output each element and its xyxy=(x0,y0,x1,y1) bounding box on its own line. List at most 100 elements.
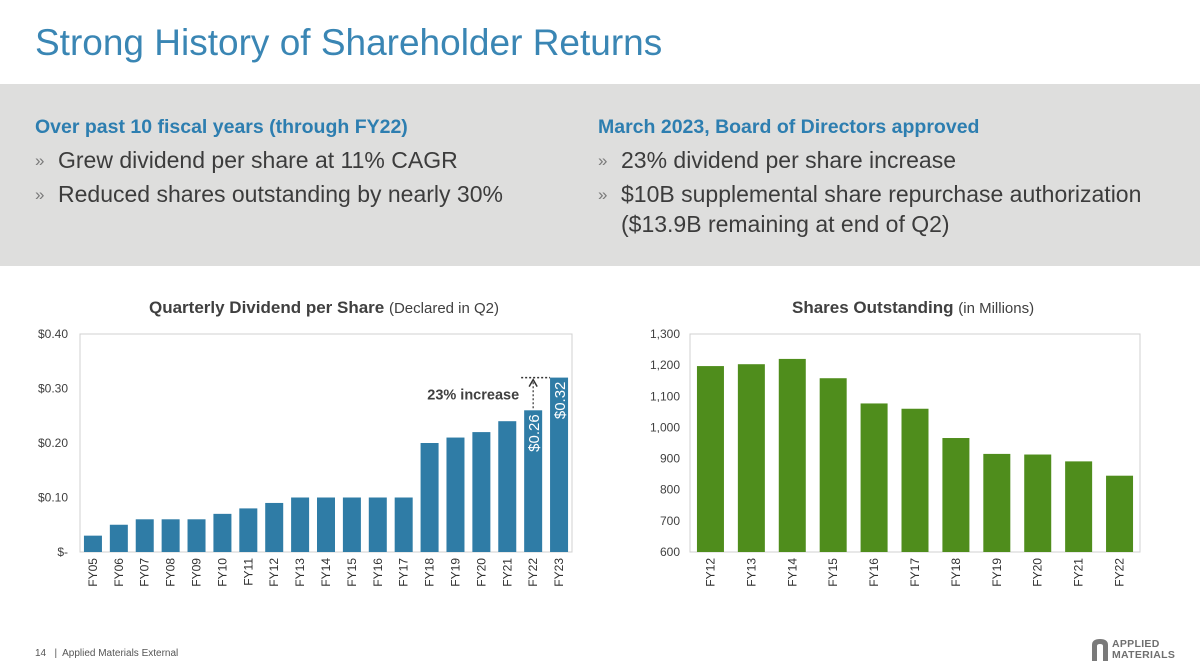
bar xyxy=(187,519,206,552)
bullet-item: » 23% dividend per share increase xyxy=(598,145,1188,176)
x-tick-label: FY10 xyxy=(215,558,229,587)
annotation-arrow-head xyxy=(528,378,538,387)
x-tick-label: FY19 xyxy=(448,558,462,587)
right-heading: March 2023, Board of Directors approved xyxy=(598,116,980,138)
bar xyxy=(498,421,517,552)
dividend-chart-title-main: Quarterly Dividend per Share xyxy=(149,298,385,317)
x-tick-label: FY07 xyxy=(138,558,152,587)
data-label: $0.32 xyxy=(552,382,569,420)
bar xyxy=(109,524,128,552)
footer: 14 | Applied Materials External xyxy=(35,648,178,659)
bar xyxy=(317,497,335,552)
x-tick-label: FY18 xyxy=(423,558,437,587)
left-heading: Over past 10 fiscal years (through FY22) xyxy=(35,116,408,138)
dividend-chart: $- $0.10 $0.20 $0.30 $0.40 FY05 FY06 FY07 FY08 FY… xyxy=(38,327,573,587)
x-tick-label: FY21 xyxy=(500,558,514,587)
x-tick-label: FY23 xyxy=(552,558,566,587)
bar xyxy=(1106,475,1134,552)
x-tick-label: FY21 xyxy=(1072,558,1086,587)
x-tick-label: FY13 xyxy=(744,558,758,587)
company-logo: APPLIED MATERIALS xyxy=(1090,637,1175,665)
bar xyxy=(901,408,929,552)
bullet-text: Grew dividend per share at 11% CAGR xyxy=(58,147,458,173)
x-tick-label: FY05 xyxy=(86,558,100,587)
x-tick-label: FY12 xyxy=(267,558,281,587)
logo-icon xyxy=(1092,639,1108,661)
shares-chart-title-main: Shares Outstanding xyxy=(792,298,954,317)
bar xyxy=(83,535,102,552)
bar xyxy=(860,403,888,552)
y-tick-label: 1,100 xyxy=(650,389,680,403)
y-tick-label: 900 xyxy=(660,452,680,466)
bar xyxy=(291,497,310,552)
bar xyxy=(942,438,970,552)
x-tick-label: FY16 xyxy=(867,558,881,587)
data-label: $0.26 xyxy=(526,414,543,452)
bullet-item: » Reduced shares outstanding by nearly 3… xyxy=(35,179,575,210)
y-tick-label: $0.10 xyxy=(38,491,68,505)
dividend-chart-subtitle: (Declared in Q2) xyxy=(388,300,500,317)
x-tick-label: FY15 xyxy=(826,558,840,587)
bar xyxy=(420,443,439,552)
y-tick-label: 1,300 xyxy=(650,327,680,341)
bar xyxy=(161,519,180,552)
x-tick-label: FY20 xyxy=(474,558,488,587)
x-tick-label: FY09 xyxy=(190,558,204,587)
bar xyxy=(265,502,284,552)
dividend-chart-title: Quarterly Dividend per Share (Declared i… xyxy=(149,298,499,318)
y-tick-label: 600 xyxy=(660,545,680,559)
y-tick-label: 1,200 xyxy=(650,358,680,372)
x-tick-label: FY16 xyxy=(371,558,385,587)
left-summary: Over past 10 fiscal years (through FY22)… xyxy=(35,116,575,213)
y-tick-label: 1,000 xyxy=(650,420,680,434)
bar xyxy=(368,497,387,552)
bar xyxy=(696,366,724,552)
y-tick-label: 800 xyxy=(660,483,680,497)
x-tick-label: FY15 xyxy=(345,558,359,587)
page-number: 14 xyxy=(35,648,47,659)
bar xyxy=(778,358,806,552)
bullet-text: Reduced shares outstanding by nearly 30% xyxy=(58,181,503,207)
logo-wordmark: APPLIED MATERIALS xyxy=(1112,639,1175,661)
bullet-item: » Grew dividend per share at 11% CAGR xyxy=(35,145,575,176)
bullet-marker: » xyxy=(35,151,45,170)
bar xyxy=(213,513,232,552)
x-tick-label: FY18 xyxy=(949,558,963,587)
bar xyxy=(524,410,543,552)
x-tick-label: FY08 xyxy=(164,558,178,587)
x-tick-label: FY11 xyxy=(241,558,255,586)
y-tick-label: $0.40 xyxy=(38,327,68,341)
x-tick-label: FY19 xyxy=(990,558,1004,587)
logo-line-2: MATERIALS xyxy=(1112,649,1176,661)
x-tick-label: FY20 xyxy=(1031,558,1045,587)
y-tick-label: $0.20 xyxy=(38,436,68,450)
bar xyxy=(135,519,154,552)
summary-band xyxy=(0,84,1200,266)
bar xyxy=(1065,461,1093,552)
bar xyxy=(1024,454,1052,552)
x-tick-label: FY22 xyxy=(526,558,540,587)
bullet-marker: » xyxy=(35,185,45,204)
bar xyxy=(446,437,465,552)
bar xyxy=(819,378,847,552)
bar xyxy=(239,508,258,552)
right-summary: March 2023, Board of Directors approved … xyxy=(598,116,1188,242)
annotation-text: 23% increase xyxy=(427,388,519,404)
x-tick-label: FY06 xyxy=(112,558,126,587)
shares-chart-subtitle: (in Millions) xyxy=(958,300,1035,317)
bullet-marker: » xyxy=(598,185,608,204)
slide-title: Strong History of Shareholder Returns xyxy=(35,22,663,63)
x-tick-label: FY12 xyxy=(703,558,717,587)
bullet-text: $10B supplemental share repurchase autho… xyxy=(621,181,1142,237)
bar xyxy=(737,364,765,552)
x-tick-label: FY14 xyxy=(319,558,333,587)
bullet-marker: » xyxy=(598,151,608,170)
footer-separator: | xyxy=(54,648,58,659)
x-tick-label: FY14 xyxy=(785,558,799,587)
x-tick-label: FY17 xyxy=(908,558,922,587)
bar xyxy=(983,453,1011,552)
logo-line-1: APPLIED xyxy=(1112,638,1160,650)
x-tick-label: FY17 xyxy=(397,558,411,587)
x-tick-label: FY13 xyxy=(293,558,307,587)
bullet-text: 23% dividend per share increase xyxy=(621,147,956,173)
